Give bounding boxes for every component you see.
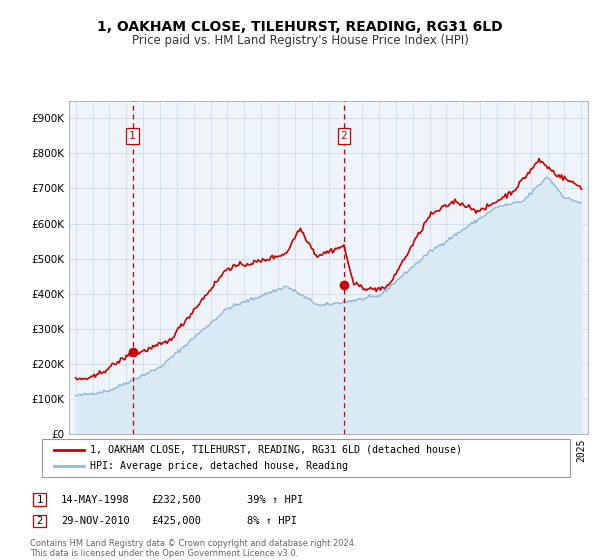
Text: £425,000: £425,000 <box>151 516 201 526</box>
Text: 14-MAY-1998: 14-MAY-1998 <box>61 494 130 505</box>
Text: 1, OAKHAM CLOSE, TILEHURST, READING, RG31 6LD (detached house): 1, OAKHAM CLOSE, TILEHURST, READING, RG3… <box>90 445 462 455</box>
Text: 2: 2 <box>37 516 43 526</box>
Text: £232,500: £232,500 <box>151 494 201 505</box>
Text: 29-NOV-2010: 29-NOV-2010 <box>61 516 130 526</box>
Text: Contains HM Land Registry data © Crown copyright and database right 2024.: Contains HM Land Registry data © Crown c… <box>30 539 356 548</box>
Text: 1: 1 <box>129 131 136 141</box>
Text: 39% ↑ HPI: 39% ↑ HPI <box>247 494 304 505</box>
Text: 2: 2 <box>340 131 347 141</box>
Text: HPI: Average price, detached house, Reading: HPI: Average price, detached house, Read… <box>90 461 348 472</box>
Text: 1: 1 <box>37 494 43 505</box>
Text: This data is licensed under the Open Government Licence v3.0.: This data is licensed under the Open Gov… <box>30 549 298 558</box>
Text: Price paid vs. HM Land Registry's House Price Index (HPI): Price paid vs. HM Land Registry's House … <box>131 34 469 46</box>
Text: 1, OAKHAM CLOSE, TILEHURST, READING, RG31 6LD: 1, OAKHAM CLOSE, TILEHURST, READING, RG3… <box>97 20 503 34</box>
Text: 8% ↑ HPI: 8% ↑ HPI <box>247 516 297 526</box>
